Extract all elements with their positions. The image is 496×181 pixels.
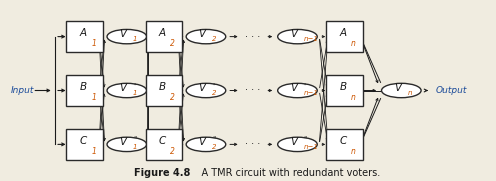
Text: · · ·: · · · [246, 32, 260, 42]
Text: A: A [80, 28, 87, 38]
Circle shape [278, 30, 317, 44]
Text: Figure 4.8: Figure 4.8 [134, 168, 190, 178]
Text: A: A [339, 28, 347, 38]
Circle shape [107, 137, 147, 151]
Text: Output: Output [436, 86, 467, 95]
Text: 2: 2 [212, 144, 216, 150]
FancyBboxPatch shape [66, 75, 103, 106]
FancyBboxPatch shape [146, 75, 182, 106]
Circle shape [186, 83, 226, 98]
Circle shape [381, 83, 421, 98]
FancyBboxPatch shape [146, 129, 182, 160]
Text: V: V [290, 29, 297, 39]
Text: V: V [120, 137, 126, 147]
Circle shape [186, 30, 226, 44]
Text: V: V [290, 137, 297, 147]
Text: '': '' [212, 136, 216, 145]
Circle shape [186, 137, 226, 151]
Text: n: n [407, 90, 412, 96]
Text: n−1: n−1 [304, 144, 318, 150]
Text: · · ·: · · · [246, 85, 260, 96]
Text: V: V [198, 29, 205, 39]
Text: n: n [351, 93, 356, 102]
Circle shape [278, 137, 317, 151]
FancyBboxPatch shape [326, 75, 363, 106]
Text: · · ·: · · · [246, 139, 260, 149]
Text: V: V [120, 83, 126, 93]
Text: 2: 2 [212, 90, 216, 96]
Text: 2: 2 [212, 36, 216, 42]
Text: '': '' [304, 136, 308, 145]
Text: C: C [159, 136, 166, 146]
FancyBboxPatch shape [66, 129, 103, 160]
Text: 2: 2 [171, 93, 175, 102]
Text: 1: 1 [133, 144, 137, 150]
Text: B: B [159, 82, 166, 92]
Text: 1: 1 [133, 90, 137, 96]
Text: V: V [198, 137, 205, 147]
FancyBboxPatch shape [66, 21, 103, 52]
Text: '': '' [133, 136, 137, 145]
Text: n−1: n−1 [304, 36, 318, 42]
Text: 1: 1 [91, 39, 96, 48]
Text: A TMR circuit with redundant voters.: A TMR circuit with redundant voters. [188, 168, 380, 178]
Circle shape [107, 30, 147, 44]
FancyBboxPatch shape [326, 21, 363, 52]
FancyBboxPatch shape [146, 21, 182, 52]
Text: B: B [80, 82, 87, 92]
FancyBboxPatch shape [326, 129, 363, 160]
Text: n−1: n−1 [304, 90, 318, 96]
Text: V: V [198, 83, 205, 93]
Text: 2: 2 [171, 39, 175, 48]
Text: V: V [394, 83, 401, 93]
Circle shape [278, 83, 317, 98]
Text: C: C [339, 136, 347, 146]
Text: 1: 1 [91, 147, 96, 156]
Text: ': ' [212, 82, 214, 91]
Text: 1: 1 [133, 36, 137, 42]
Text: V: V [120, 29, 126, 39]
Text: n: n [351, 39, 356, 48]
Text: 2: 2 [171, 147, 175, 156]
Text: n: n [351, 147, 356, 156]
Text: A: A [159, 28, 166, 38]
Text: Input: Input [10, 86, 34, 95]
Text: 1: 1 [91, 93, 96, 102]
Text: V: V [290, 83, 297, 93]
Text: C: C [80, 136, 87, 146]
Text: ': ' [133, 82, 135, 91]
Text: B: B [339, 82, 347, 92]
Circle shape [107, 83, 147, 98]
Text: ': ' [304, 82, 306, 91]
